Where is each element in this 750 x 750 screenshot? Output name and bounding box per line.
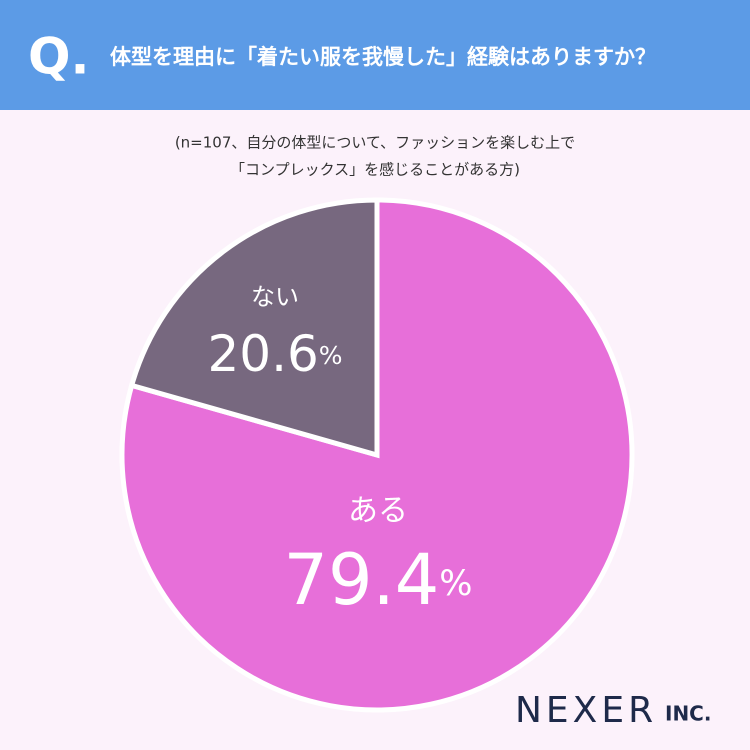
slice-value-label: 79.4% bbox=[283, 539, 472, 621]
slice-value-label: 20.6% bbox=[207, 325, 342, 383]
chart-title: 体型を理由に「着たい服を我慢した」経験はありますか？ bbox=[110, 45, 656, 69]
question-prefix: Q. bbox=[28, 28, 90, 86]
slice-category-label: ない bbox=[251, 283, 299, 311]
brand-name: NEXER bbox=[515, 690, 657, 731]
header-band bbox=[0, 0, 750, 110]
subtitle: (n=107、自分の体型について、ファッションを楽しむ上で bbox=[175, 134, 575, 152]
subtitle: 「コンプレックス」を感じることがある方) bbox=[230, 161, 520, 179]
pie-slice bbox=[128, 197, 380, 459]
pie: ある 79.4% ない 20.6% bbox=[119, 197, 635, 713]
brand-suffix: INC. bbox=[665, 702, 711, 726]
slice-category-label: ある bbox=[348, 494, 408, 529]
